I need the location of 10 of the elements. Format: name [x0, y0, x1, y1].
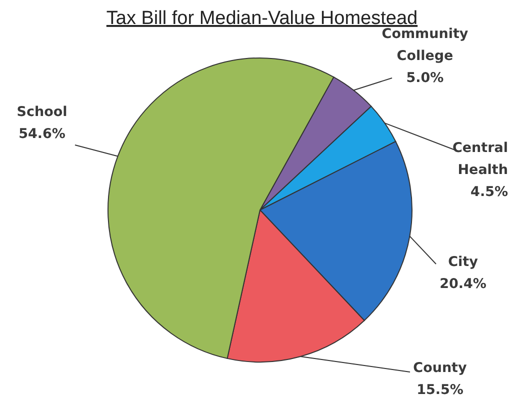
- data-label: 4.5%: [470, 184, 508, 200]
- data-label: 15.5%: [416, 382, 464, 398]
- data-label: 20.4%: [440, 276, 487, 292]
- slice-label: Community College: [382, 26, 468, 64]
- slice-label: County: [413, 360, 468, 376]
- slice-label: Central Health: [452, 140, 508, 178]
- data-label: 54.6%: [18, 126, 66, 142]
- slice-label: City: [448, 254, 478, 270]
- slice-label: School: [16, 104, 68, 120]
- data-label: 5.0%: [406, 70, 444, 86]
